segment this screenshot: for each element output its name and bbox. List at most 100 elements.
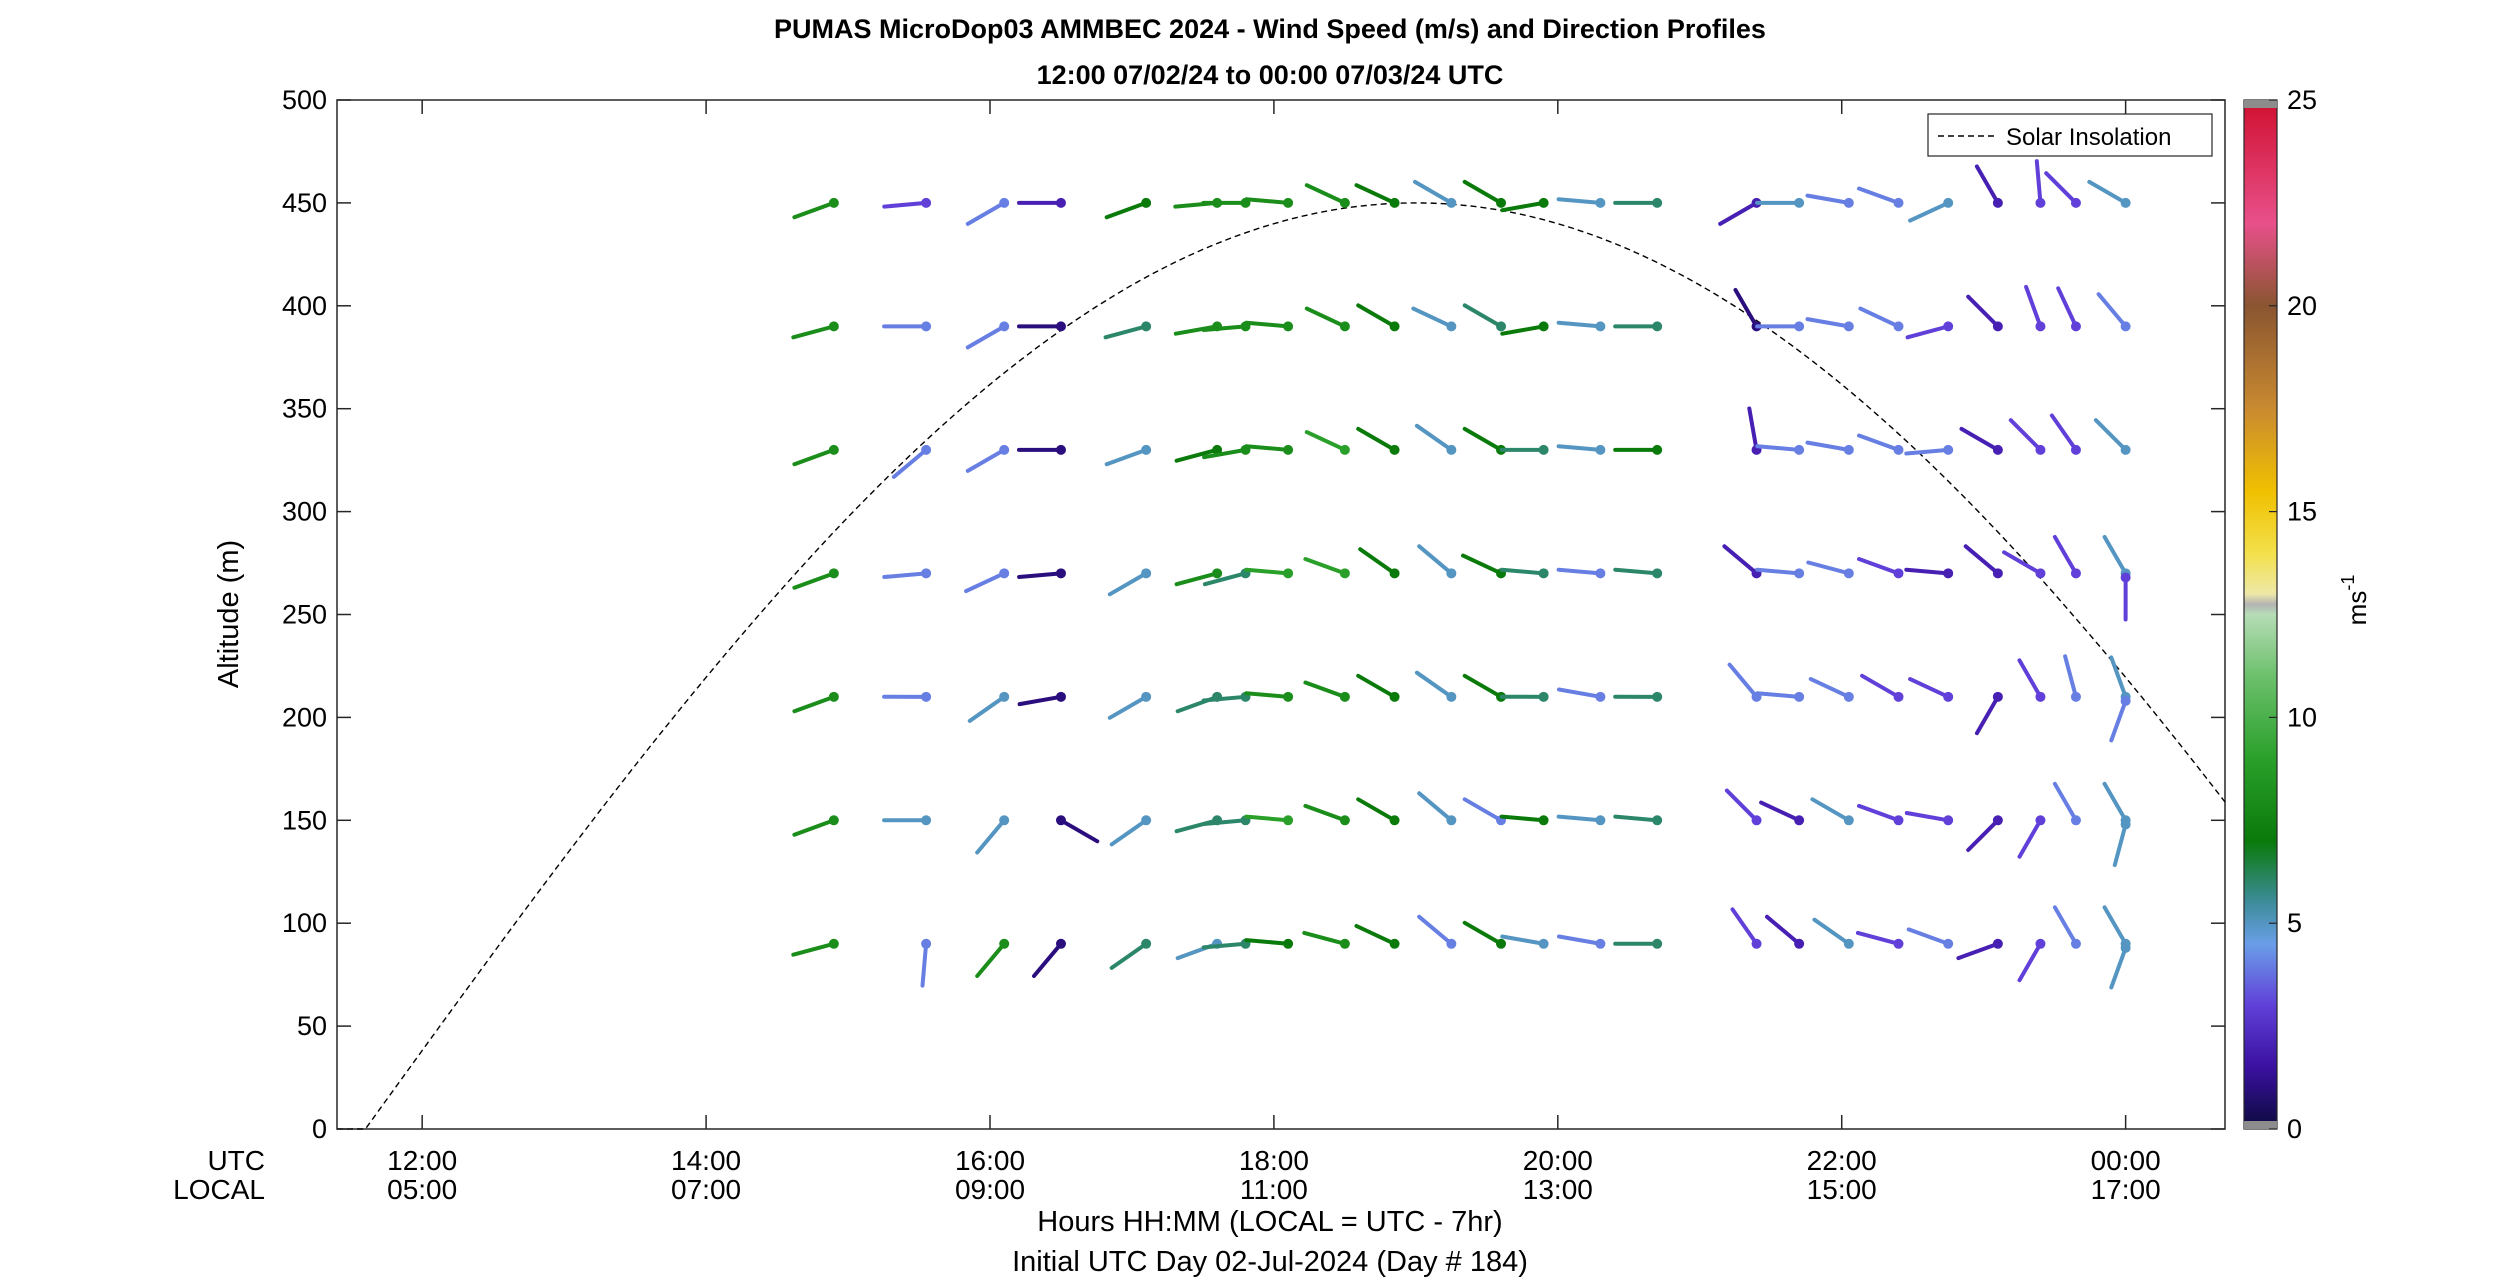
wind-vector-dot <box>828 321 839 332</box>
wind-vector-dot <box>1595 691 1606 702</box>
wind-vector <box>1356 303 1397 329</box>
wind-vector <box>1747 406 1759 452</box>
wind-vector <box>1201 694 1248 703</box>
wind-vector <box>1354 924 1397 946</box>
wind-vector-dot <box>1055 321 1066 332</box>
wind-vector-dot <box>1992 691 2003 702</box>
wind-vector <box>1462 797 1504 823</box>
wind-vector <box>1974 164 2000 205</box>
x-tick-label-local: 07:00 <box>671 1174 741 1205</box>
wind-vector <box>1303 557 1347 576</box>
wind-vector <box>792 447 836 467</box>
wind-vector-dot <box>921 444 932 455</box>
colorbar-label: ms-1 <box>2338 575 2372 626</box>
wind-vector-dot <box>1943 321 1954 332</box>
wind-vector-dot <box>1595 568 1606 579</box>
wind-vector <box>1244 814 1291 823</box>
wind-vector <box>792 694 836 714</box>
wind-vector-dot <box>2120 819 2131 830</box>
wind-vector <box>791 324 836 340</box>
wind-vector <box>2112 822 2128 867</box>
wind-vector <box>1414 423 1454 452</box>
wind-vector-dot <box>1992 938 2003 949</box>
wind-vector-dot <box>1893 691 1904 702</box>
plot-frame <box>336 99 2226 1130</box>
wind-vector-dot <box>1843 815 1854 826</box>
x-tick-label-local: 13:00 <box>1523 1174 1593 1205</box>
wind-vector <box>2102 535 2128 576</box>
wind-vector-dot <box>2120 695 2131 706</box>
wind-vector <box>1462 303 1504 329</box>
wind-vector <box>1461 553 1504 576</box>
wind-vector-dot <box>2120 444 2131 455</box>
colorbar: 0 5 10 15 20 25 ms-1 <box>2243 85 2372 1144</box>
wind-vector <box>1806 560 1851 576</box>
wind-vector <box>2052 535 2078 576</box>
wind-vector-dot <box>1652 691 1663 702</box>
wind-vector-dot <box>2120 572 2131 583</box>
x-tick-label-utc: 20:00 <box>1523 1145 1593 1176</box>
wind-vector <box>1722 544 1759 576</box>
wind-vector-dot <box>1339 815 1350 826</box>
wind-vector-dot <box>1794 444 1805 455</box>
wind-vector <box>1724 788 1759 823</box>
wind-vector <box>2096 292 2128 329</box>
wind-vector-dot <box>1496 321 1507 332</box>
wind-vector-dot <box>2035 321 2046 332</box>
wind-vector-dot <box>1992 568 2003 579</box>
wind-vector <box>1727 662 1759 699</box>
wind-vector <box>1857 186 1901 205</box>
wind-vector <box>792 818 836 837</box>
wind-vector-dot <box>1751 938 1762 949</box>
wind-vector <box>2052 781 2078 823</box>
wind-vector-dot <box>828 938 839 949</box>
wind-vector-dot <box>828 815 839 826</box>
wind-vector-dot <box>1538 815 1549 826</box>
wind-vector <box>1613 814 1660 823</box>
wind-vector-dot <box>1843 568 1854 579</box>
wind-vector-dot <box>1652 938 1663 949</box>
wind-vector <box>1904 567 1951 576</box>
wind-vector-dot <box>2070 691 2081 702</box>
wind-vector <box>1017 694 1063 707</box>
wind-vector-dot <box>1446 197 1457 208</box>
y-tick-label: 300 <box>282 497 327 527</box>
wind-vector <box>1500 200 1546 213</box>
x-tick-label-utc: 14:00 <box>671 1145 741 1176</box>
wind-vector <box>1966 294 2000 329</box>
wind-vector <box>2052 905 2078 946</box>
wind-vector <box>2024 284 2043 329</box>
wind-vector-dot <box>1595 321 1606 332</box>
wind-vector-dot <box>828 691 839 702</box>
wind-vector-dot <box>921 197 932 208</box>
wind-vector-dot <box>1446 691 1457 702</box>
wind-vector <box>1613 567 1660 576</box>
wind-vector-dot <box>1992 815 2003 826</box>
wind-vector <box>1058 818 1100 844</box>
wind-vector-dot <box>1843 691 1854 702</box>
wind-vector-dot <box>1389 197 1400 208</box>
wind-vector <box>2049 413 2078 452</box>
wind-vector-dot <box>1794 321 1805 332</box>
y-tick-label: 50 <box>297 1011 327 1041</box>
wind-vector <box>792 571 836 590</box>
colorbar-top-cap <box>2244 100 2277 108</box>
wind-vector-dot <box>1538 938 1549 949</box>
wind-vector-dot <box>921 938 932 949</box>
wind-vector <box>1499 567 1546 576</box>
wind-vector-dot <box>1652 444 1663 455</box>
wind-vector-dot <box>1339 691 1350 702</box>
wind-vector-dot <box>999 444 1010 455</box>
wind-vector <box>1356 797 1397 823</box>
wind-vector-dot <box>1283 938 1294 949</box>
wind-vector-dot <box>2035 691 2046 702</box>
wind-vector-dot <box>1339 938 1350 949</box>
wind-vector-dot <box>2120 942 2131 953</box>
wind-vector-dot <box>1141 815 1152 826</box>
wind-vector-dot <box>2070 197 2081 208</box>
wind-vector-dot <box>999 321 1010 332</box>
wind-vector-dot <box>1212 444 1223 455</box>
wind-vector <box>882 200 929 209</box>
legend-box <box>1927 113 2213 157</box>
wind-vector <box>1201 818 1248 826</box>
